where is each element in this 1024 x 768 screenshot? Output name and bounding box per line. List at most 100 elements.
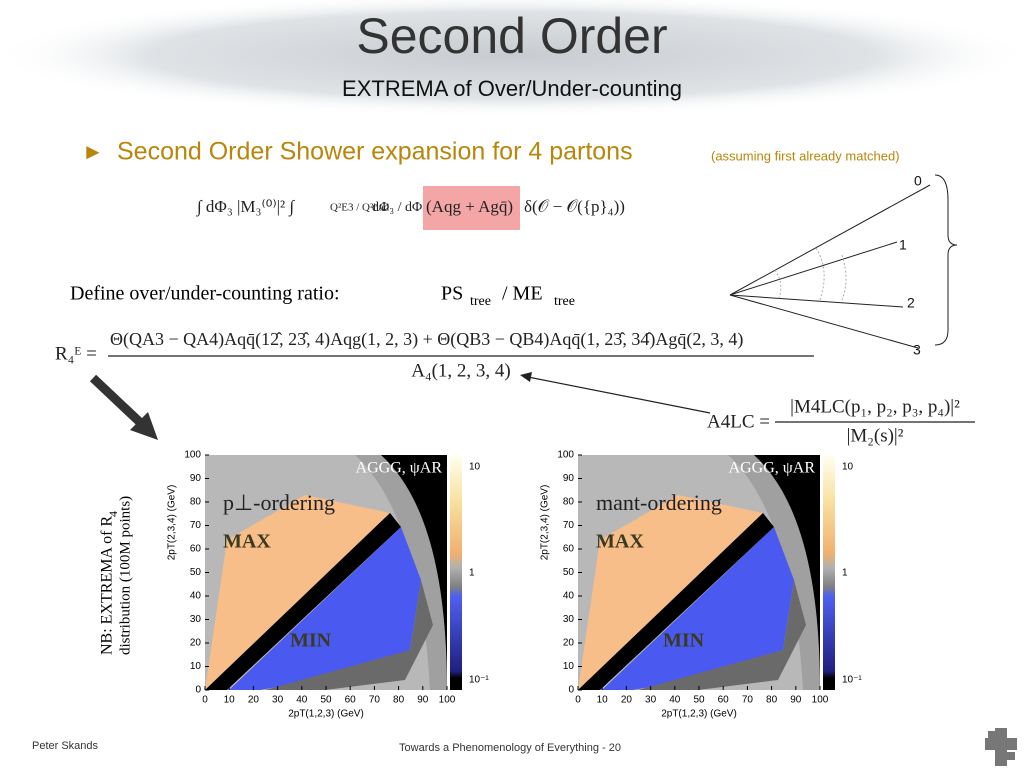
side-note: NB: EXTREMA of R [99,516,116,655]
x-tick-label: 100 [812,695,829,706]
x-tick-label: 90 [790,695,802,706]
colorbar-label: 10⁻¹ [842,675,862,686]
side-note: distribution (100M points) [117,496,133,655]
y-tick-label: 20 [563,638,575,649]
formula-part: δ(𝒪 − 𝒪({p}₄)) [524,197,625,216]
y-tick-label: 10 [563,661,575,672]
y-tick-label: 80 [190,497,202,508]
region [265,580,433,690]
title: Second Order [356,8,667,64]
define-sub: tree [470,294,491,309]
x-tick-label: 30 [645,695,657,706]
diagram-label: 2 [907,295,915,311]
y-tick-label: 10 [190,661,202,672]
y-tick-label: 50 [190,567,202,578]
header-background [0,0,1024,117]
x-tick-label: 60 [345,695,357,706]
x-axis-label: 2pT(1,2,3) (GeV) [661,709,737,720]
x-tick-label: 70 [742,695,754,706]
x-tick-label: 70 [369,695,381,706]
x-tick-label: 40 [669,695,681,706]
subtitle: EXTREMA of Over/Under-counting [342,76,682,101]
x-tick-label: 10 [597,695,609,706]
x-tick-label: 50 [693,695,705,706]
x-tick-label: 80 [393,695,405,706]
define-sub: tree [554,294,575,309]
region [578,513,774,690]
plot-title: mant-ordering [596,490,722,515]
region-label: MIN [290,630,332,652]
y-tick-label: 80 [563,497,575,508]
arrow [527,376,711,414]
x-tick-label: 0 [202,695,208,706]
plot-title: p⊥-ordering [223,490,335,515]
diagram-label: 3 [913,342,921,358]
x-tick-label: 10 [224,695,236,706]
bullet-note: (assuming first already matched) [711,148,900,163]
highlight [423,186,520,230]
y-axis-label: 2pT(2,3,4) (GeV) [167,485,178,561]
ratio-denominator: A₄(1, 2, 3, 4) [411,360,511,381]
y-tick-label: 20 [190,638,202,649]
region [578,495,763,690]
region-label: MIN [663,630,705,652]
formula-part: dΦ₃ / dΦ₂ [372,200,427,215]
arrowhead [130,412,158,440]
region-label: MAX [223,531,271,553]
y-tick-label: 100 [184,450,201,461]
diagram-label: 1 [899,237,907,253]
big-arrow [89,374,150,432]
bullet-marker: ► [82,139,104,164]
region [205,495,390,690]
formula-part: ∫ dΦ₃ |M₃⁽⁰⁾|² ∫ [196,197,295,217]
ratio-numerator: Θ(QA3 − QA4)Aqq̄(12̂, 23̂, 4)Aqg(1, 2, 3… [110,329,743,350]
region-label: MAX [596,531,644,553]
colorbar-label: 1 [842,568,848,579]
region [602,527,794,690]
y-tick-label: 100 [557,450,574,461]
y-tick-label: 30 [190,614,202,625]
arrowhead [520,372,532,382]
y-axis-label: 2pT(2,3,4) (GeV) [540,485,551,561]
region [205,513,401,690]
define-ps: PS [441,283,463,305]
footer-author: Peter Skands [32,740,99,752]
y-tick-label: 70 [563,520,575,531]
x-tick-label: 60 [718,695,730,706]
colorbar-label: 10 [842,462,854,473]
y-tick-label: 0 [195,685,201,696]
y-tick-label: 90 [563,473,575,484]
x-tick-label: 100 [439,695,456,706]
define-text: Define over/under-counting ratio: [70,283,340,305]
colorbar [823,455,835,690]
diagram-label: 0 [914,173,922,189]
side-note-sub: 4 [106,511,120,517]
bullet-text: Second Order Shower expansion for 4 part… [117,138,633,166]
colorbar [450,455,462,690]
footer-talk: Towards a Phenomenology of Everything - … [399,742,621,754]
y-tick-label: 40 [563,591,575,602]
ratio-lhs: R₄ᴱ = [55,343,97,364]
x-tick-label: 0 [575,695,581,706]
region [638,580,806,690]
colorbar-label: 10⁻¹ [469,675,489,686]
x-tick-label: 30 [272,695,284,706]
diagram [729,174,958,349]
x-tick-label: 90 [417,695,429,706]
y-tick-label: 0 [568,685,574,696]
y-tick-label: 50 [563,567,575,578]
lc-denominator: |M₂(s)|² [847,425,904,446]
y-tick-label: 60 [190,544,202,555]
x-tick-label: 50 [320,695,332,706]
x-axis-label: 2pT(1,2,3) (GeV) [288,709,364,720]
formula-part: Q²E3 / Q²had [330,202,390,214]
y-tick-label: 60 [563,544,575,555]
lc-lhs: A4LC = [707,411,770,432]
x-tick-label: 40 [296,695,308,706]
lc-numerator: |M4LC(p₁, p₂, p₃, p₄)|² [790,396,960,417]
region [229,527,421,690]
x-tick-label: 20 [621,695,633,706]
x-tick-label: 80 [766,695,778,706]
